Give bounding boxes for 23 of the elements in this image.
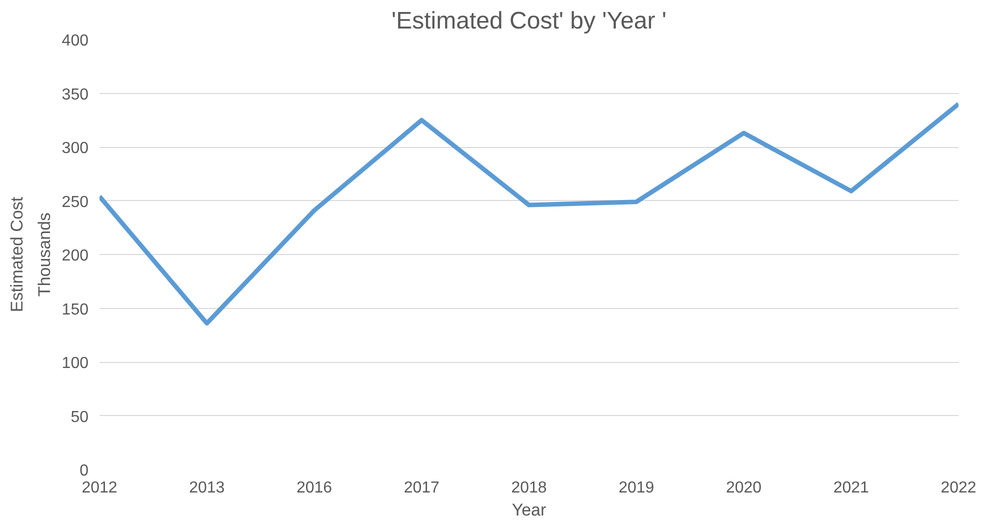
x-tick-label: 2021: [833, 480, 870, 496]
y-tick-label: 100: [62, 355, 89, 372]
line-series: [100, 102, 958, 326]
y-tick-label: 350: [62, 86, 89, 104]
y-axis-title: Estimated Cost: [8, 196, 26, 312]
y-tick-label: 400: [62, 32, 89, 50]
y-tick-label: 150: [62, 301, 89, 318]
y-tick-label: 0: [80, 462, 89, 480]
text: Thousands: [34, 212, 54, 297]
x-tick-label: 2022: [940, 480, 976, 496]
y-tick-label: 300: [62, 140, 89, 157]
x-tick-label: 2013: [189, 480, 225, 496]
x-tick-label: 2018: [511, 480, 547, 496]
x-tick-label: 2020: [726, 480, 762, 496]
x-tick-label: 2017: [404, 480, 440, 496]
x-tick-label: 2012: [82, 480, 118, 496]
y-tick-label: 250: [62, 194, 89, 211]
x-axis-title: Year: [512, 500, 547, 520]
y-tick-label: 200: [62, 248, 89, 264]
y-tick-label: 50: [70, 408, 89, 426]
chart-title: 'Estimated Cost' by 'Year ': [392, 8, 666, 34]
x-tick-label: 2016: [296, 480, 332, 496]
x-tick-label: 2019: [618, 480, 654, 496]
